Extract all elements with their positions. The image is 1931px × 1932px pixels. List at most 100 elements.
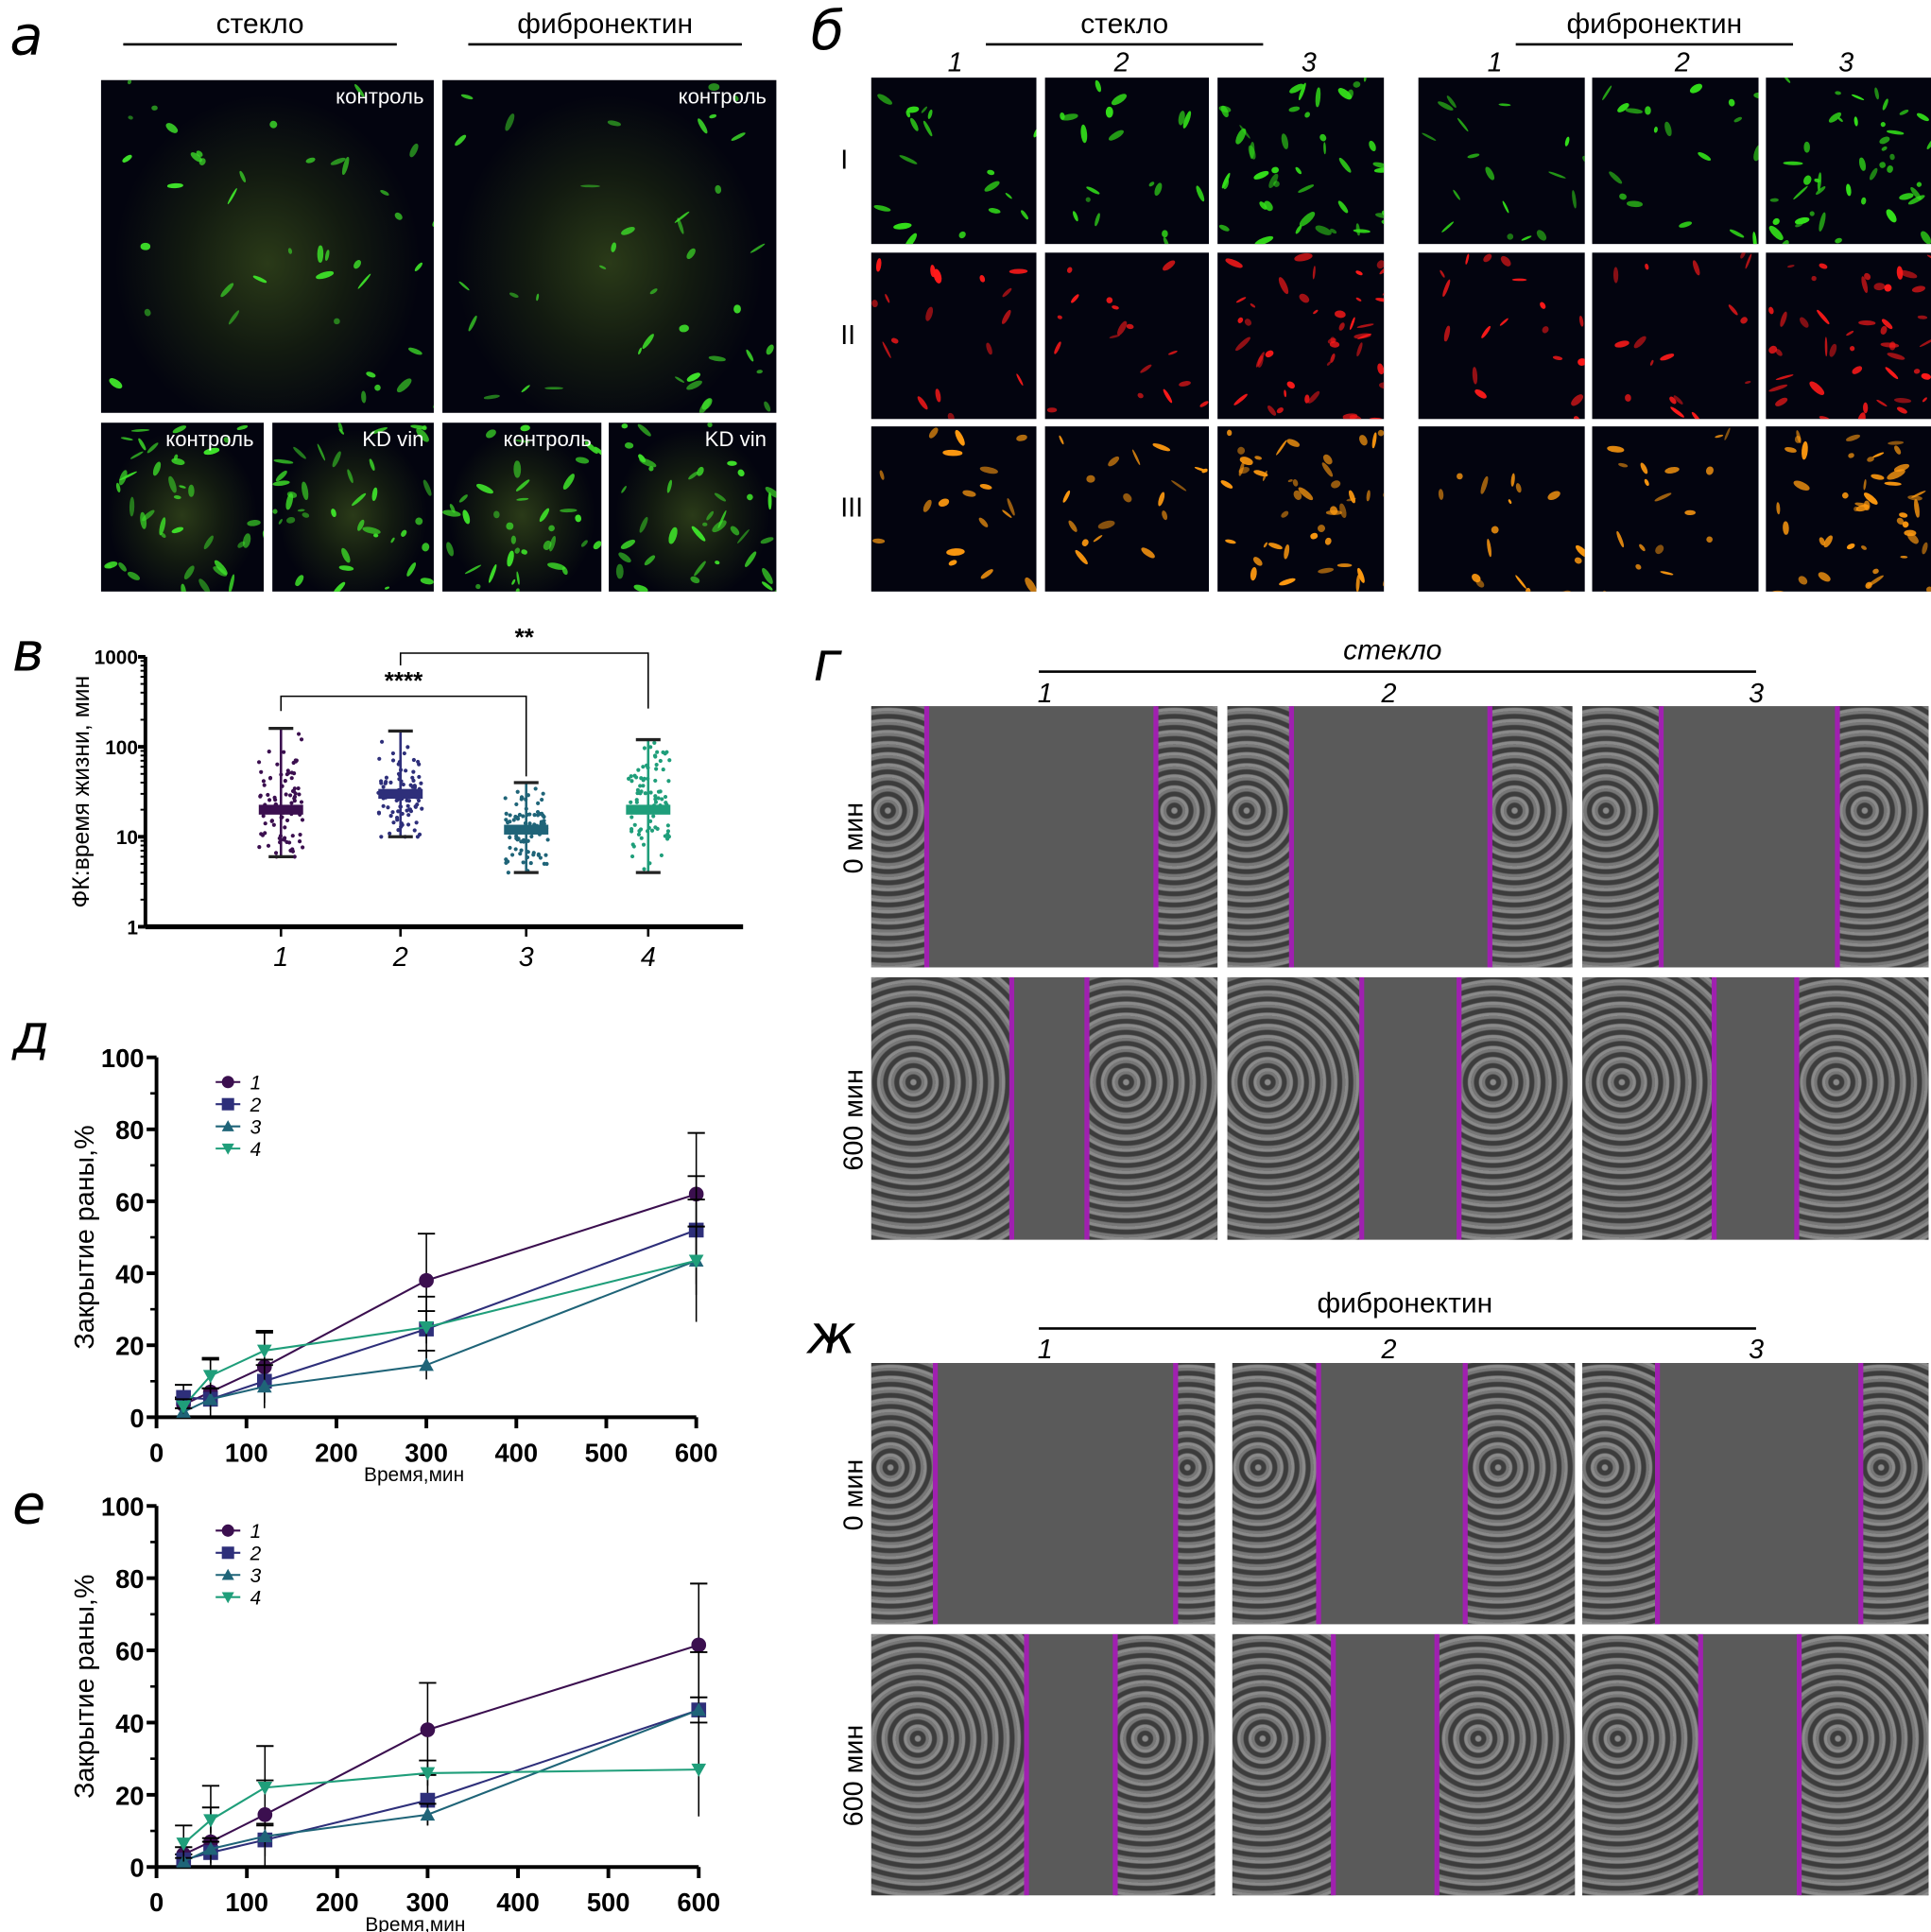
data-point — [299, 800, 304, 804]
data-point — [273, 802, 278, 807]
adhesion-spot — [695, 116, 709, 134]
adhesion-spot — [1875, 399, 1888, 408]
legend-label: 4 — [250, 1588, 262, 1610]
data-point — [269, 819, 274, 823]
data-point — [379, 835, 384, 839]
data-point — [267, 805, 271, 810]
adhesion-spot — [1773, 347, 1784, 357]
data-point — [399, 824, 404, 829]
adhesion-spot — [117, 561, 129, 573]
data-point — [417, 832, 422, 837]
data-point — [539, 821, 543, 826]
marker-triangle-up — [256, 1379, 272, 1393]
adhesion-spot — [1767, 223, 1785, 242]
median-bar — [258, 804, 303, 815]
adhesion-spot — [1577, 358, 1585, 368]
data-point — [399, 820, 404, 826]
data-point — [638, 791, 643, 796]
data-point — [526, 850, 530, 854]
marker-triangle-down — [691, 1763, 707, 1777]
adhesion-spot — [1540, 325, 1550, 336]
cell-layer — [1458, 976, 1573, 1240]
adhesion-spot — [544, 386, 563, 390]
data-point — [508, 835, 512, 840]
adhesion-spot — [1170, 478, 1187, 492]
wound-edge-line — [1858, 1363, 1864, 1625]
adhesion-spot — [129, 450, 144, 460]
marker-square — [688, 1222, 704, 1238]
data-point — [637, 829, 642, 834]
data-point — [376, 790, 381, 795]
data-point — [396, 787, 401, 793]
data-point — [278, 840, 283, 845]
column-number: 2 — [1381, 1333, 1397, 1365]
adhesion-spot — [1573, 557, 1583, 566]
adhesion-spot — [1514, 483, 1523, 495]
adhesion-spot — [1069, 293, 1080, 304]
adhesion-spot — [1152, 441, 1172, 453]
adhesion-spot — [324, 249, 331, 262]
adhesion-spot — [1917, 315, 1928, 320]
adhesion-spot — [252, 274, 267, 284]
cell-layer — [1155, 706, 1218, 968]
data-point — [406, 813, 411, 818]
adhesion-spot — [515, 570, 521, 585]
adhesion-spot — [1020, 209, 1030, 221]
header-glass-g: стекло — [1343, 633, 1442, 666]
adhesion-spot — [1233, 126, 1248, 146]
adhesion-spot — [1883, 366, 1899, 381]
adhesion-spot — [484, 394, 500, 401]
adhesion-spot — [1249, 302, 1257, 309]
adhesion-spot — [1794, 435, 1802, 443]
adhesion-spot — [986, 169, 996, 176]
x-tick-label: 300 — [406, 1888, 450, 1917]
wound-edge-line — [1711, 976, 1717, 1240]
micrograph-glass-kd-vin: KD vin — [272, 423, 434, 592]
data-point — [397, 791, 402, 797]
data-point — [534, 823, 540, 828]
wound-edge-line — [1457, 976, 1462, 1240]
data-point — [634, 810, 639, 815]
adhesion-spot — [1828, 342, 1838, 358]
adhesion-spot — [636, 423, 652, 438]
adhesion-spot — [338, 546, 352, 564]
adhesion-spot — [1807, 210, 1816, 217]
phase-contrast-image — [871, 1633, 1215, 1896]
data-point — [513, 815, 519, 819]
data-point — [531, 853, 536, 857]
data-point — [635, 787, 641, 792]
adhesion-spot — [1224, 255, 1244, 268]
data-point — [292, 771, 297, 776]
adhesion-spot — [1276, 406, 1285, 415]
data-point — [383, 781, 388, 785]
adhesion-spot — [760, 536, 775, 545]
adhesion-spot — [360, 390, 368, 405]
micrograph-fibronectin-control-zoom: контроль — [442, 423, 602, 592]
data-point — [263, 803, 267, 808]
adhesion-spot — [1501, 200, 1510, 215]
adhesion-spot — [1506, 234, 1514, 241]
data-point — [383, 795, 388, 800]
adhesion-spot — [1065, 265, 1074, 274]
marker-triangle-up — [176, 1854, 192, 1868]
adhesion-spot — [1348, 489, 1357, 504]
adhesion-spot — [178, 485, 186, 491]
data-point — [405, 803, 410, 808]
adhesion-spot — [1668, 405, 1685, 420]
adhesion-spot — [546, 561, 566, 572]
adhesion-spot — [1316, 87, 1322, 107]
data-point — [266, 792, 270, 798]
adhesion-spot — [514, 459, 522, 478]
adhesion-spot — [1642, 478, 1650, 488]
adhesion-spot — [407, 346, 423, 356]
cell-layer — [1582, 1363, 1658, 1625]
data-point — [396, 771, 402, 776]
adhesion-spot — [1457, 474, 1463, 481]
data-point — [286, 770, 291, 775]
adhesion-spot — [616, 551, 633, 565]
adhesion-spot — [1482, 164, 1496, 181]
adhesion-spot — [638, 516, 650, 535]
adhesion-spot — [744, 348, 755, 363]
adhesion-spot — [1919, 229, 1931, 245]
adhesion-spot — [1336, 321, 1346, 333]
